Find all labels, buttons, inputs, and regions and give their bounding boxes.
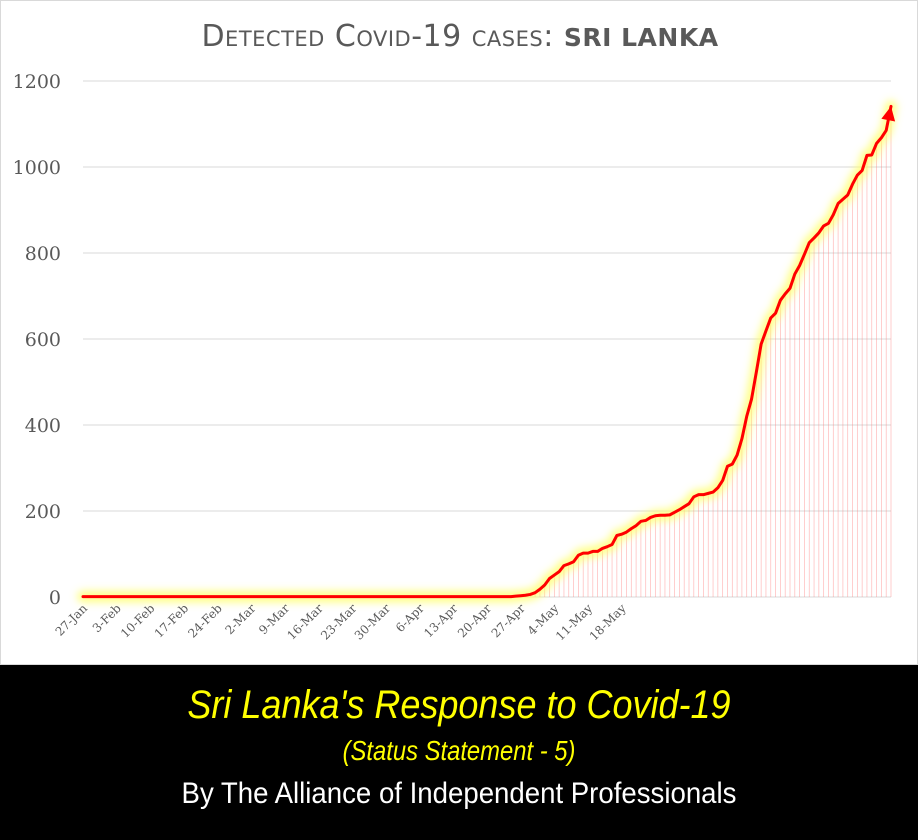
x-tick-label: 27-Apr xyxy=(489,601,528,640)
x-tick-label: 16-Mar xyxy=(284,601,326,643)
x-tick-label: 10-Feb xyxy=(118,601,158,641)
x-tick-label: 13-Apr xyxy=(421,601,460,640)
y-tick-label: 1000 xyxy=(13,157,61,179)
y-tick-label: 600 xyxy=(25,329,61,351)
y-tick-label: 400 xyxy=(25,415,61,437)
x-tick-label: 2-Mar xyxy=(222,601,258,637)
x-tick-label: 18-May xyxy=(587,601,629,643)
banner-author: By The Alliance of Independent Professio… xyxy=(181,777,737,810)
x-tick-label: 30-Mar xyxy=(352,601,394,643)
y-tick-label: 200 xyxy=(25,501,61,523)
arrowhead-icon xyxy=(881,106,896,122)
chart-area: Detected Covid-19 cases: SRI LANKA 0 200 4… xyxy=(0,0,918,665)
banner: Sri Lanka's Response to Covid-19 (Status… xyxy=(0,665,918,840)
x-tick-label: 20-Apr xyxy=(455,601,494,640)
banner-title: Sri Lanka's Response to Covid-19 xyxy=(187,683,731,727)
y-tick-label: 800 xyxy=(25,243,61,265)
x-tick-label: 24-Feb xyxy=(185,601,225,641)
chart-title-main: Detected Covid-19 cases: xyxy=(201,19,564,54)
series-line xyxy=(81,104,893,599)
chart-title: Detected Covid-19 cases: SRI LANKA xyxy=(1,19,918,54)
x-tick-label: 23-Mar xyxy=(318,601,360,643)
banner-subtitle: (Status Statement - 5) xyxy=(342,735,576,766)
chart-title-country: SRI LANKA xyxy=(563,23,719,52)
x-tick-label: 17-Feb xyxy=(152,601,192,641)
series-line-glow xyxy=(77,100,897,603)
y-tick-label: 0 xyxy=(49,587,61,609)
y-tick-label: 1200 xyxy=(13,71,61,93)
